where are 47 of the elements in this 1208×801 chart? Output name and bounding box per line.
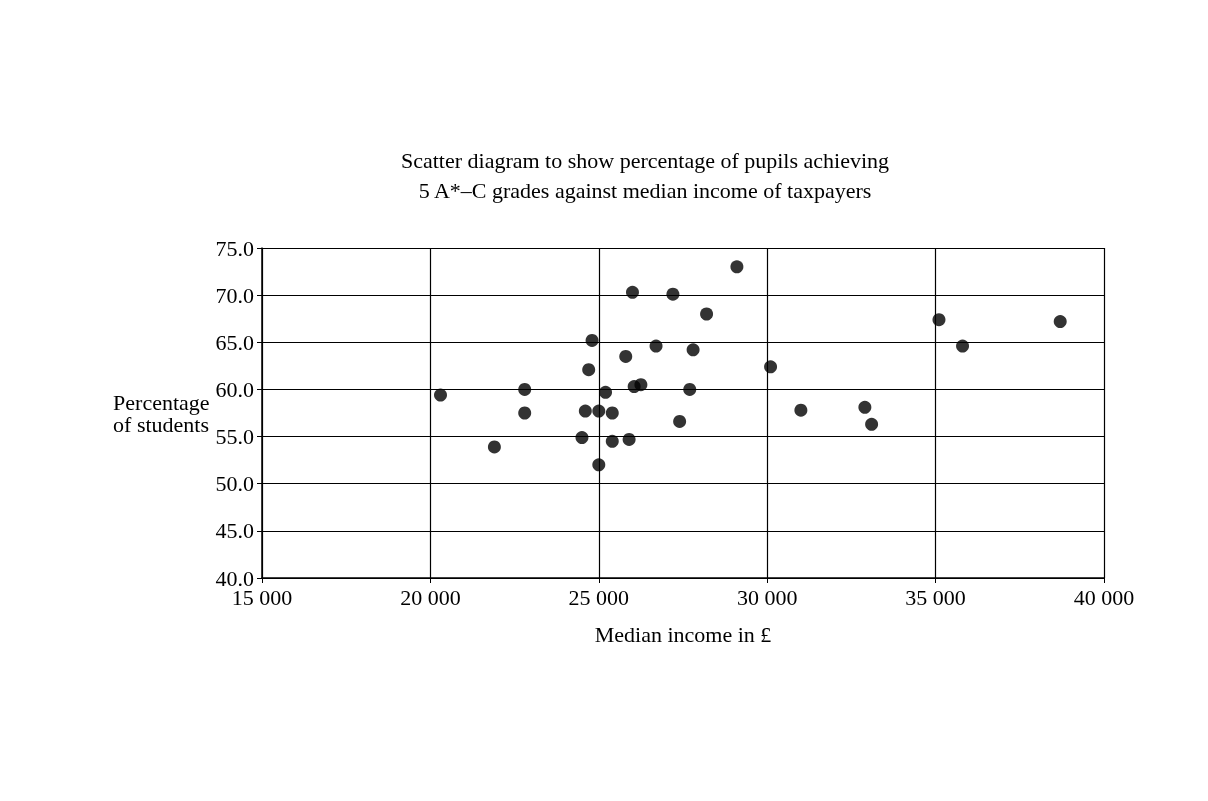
x-tick-label: 35 000 [905, 584, 966, 610]
point [673, 414, 687, 428]
y-tick-label: 70.0 [215, 282, 254, 308]
point [518, 406, 532, 420]
point [487, 440, 501, 454]
y-tick-label: 60.0 [215, 376, 254, 402]
point [599, 385, 613, 399]
point [1053, 315, 1067, 329]
point [649, 339, 663, 353]
point [625, 285, 639, 299]
point [700, 307, 714, 321]
y-tick-label: 50.0 [215, 471, 254, 497]
point [622, 432, 636, 446]
point [518, 382, 532, 396]
point [582, 363, 596, 377]
point [932, 313, 946, 327]
y-tick-label: 45.0 [215, 518, 254, 544]
x-tick-label: 30 000 [736, 584, 798, 610]
y-tick-label: 65.0 [215, 329, 254, 355]
point [764, 360, 778, 374]
point [794, 403, 808, 417]
chart-title: Scatter diagram to show percentage of pupils achieving 5 A*–C grades against median income of taxpayers [400, 147, 890, 203]
point [585, 333, 599, 347]
point [578, 404, 592, 418]
point [592, 404, 606, 418]
y-tick-label: 75.0 [215, 235, 254, 261]
y-tick-label: 40.0 [215, 565, 254, 591]
point [575, 431, 589, 445]
point [434, 388, 447, 402]
point [605, 434, 619, 448]
point [858, 400, 872, 414]
point [666, 287, 680, 301]
point [619, 349, 633, 363]
point [683, 382, 697, 396]
x-tick-label: 20 000 [400, 584, 461, 610]
x-tick-label: 40 000 [1073, 584, 1135, 610]
point [730, 260, 744, 274]
point [686, 343, 700, 357]
point [605, 406, 619, 420]
y-axis-title: Percentage of students [113, 389, 210, 437]
x-tick-label: 25 000 [568, 584, 630, 610]
point [592, 458, 606, 472]
point [634, 378, 648, 392]
y-tick-label: 55.0 [215, 424, 254, 450]
point [865, 417, 879, 431]
x-axis-title: Median income in £ [594, 621, 772, 647]
point [956, 339, 970, 353]
